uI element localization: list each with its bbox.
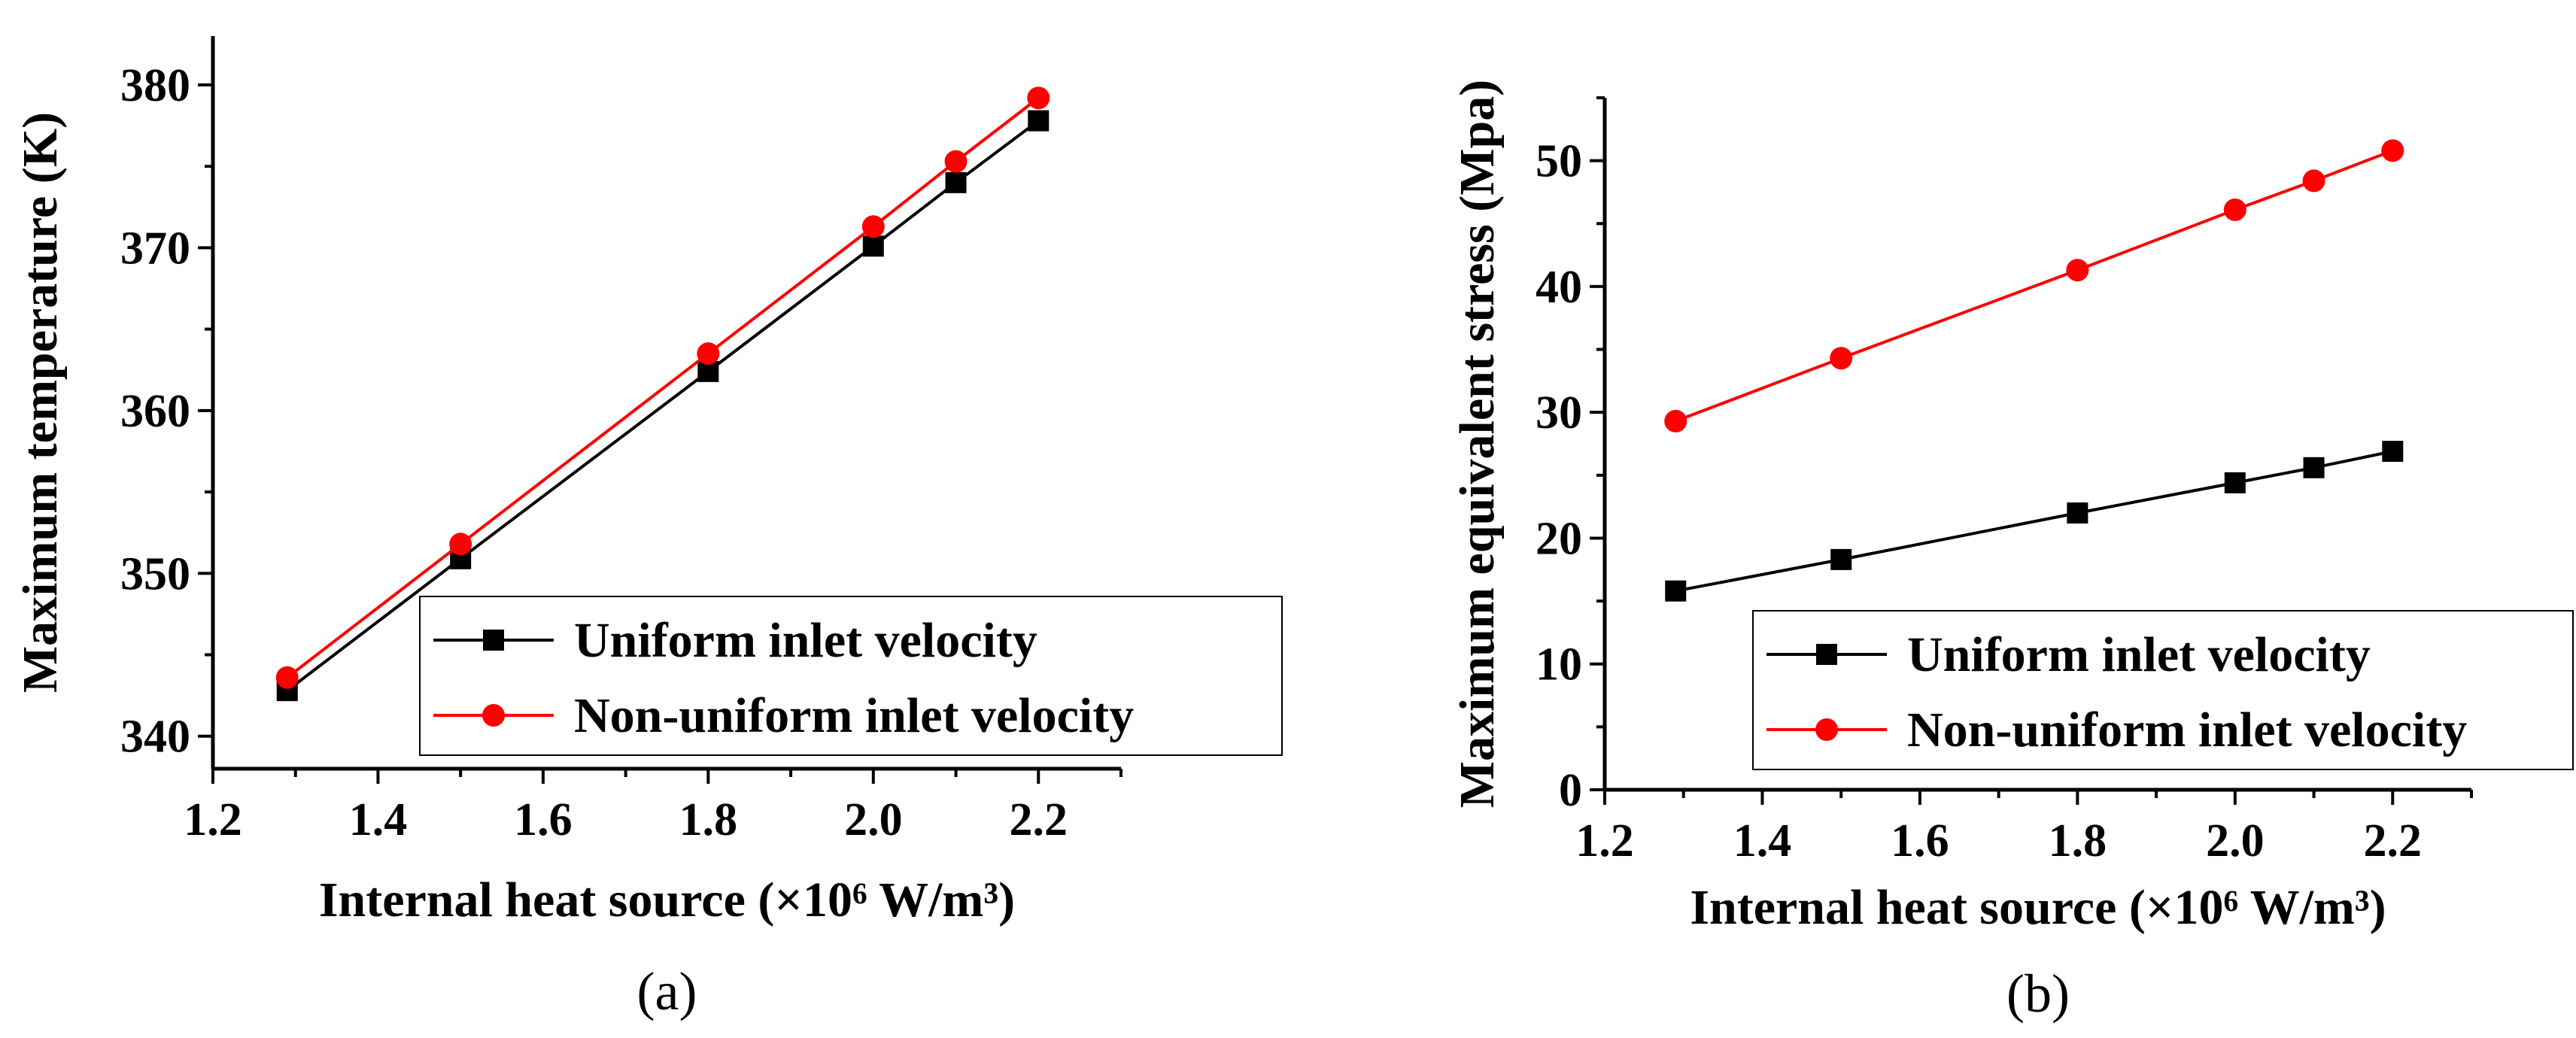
data-point-circle	[2381, 139, 2404, 162]
legend: Uniform inlet velocity Non-uniform inlet …	[419, 596, 1283, 756]
chart-panel-2: 1.2 1.4 1.6 1.8 2.0 2.2 0 10 20 30 40 50 Internal he…	[1450, 80, 2574, 1024]
panel-label: (b)	[2006, 964, 2070, 1024]
legend-box	[419, 596, 1283, 756]
legend-marker-square	[483, 630, 504, 651]
data-point-circle	[1830, 347, 1853, 370]
legend-label: Non-uniform inlet velocity	[574, 688, 1134, 743]
x-tick-label: 2.0	[2206, 815, 2265, 867]
y-tick-label: 370	[120, 223, 190, 274]
data-point-circle	[697, 342, 720, 366]
legend: Uniform inlet velocity Non-uniform inlet …	[1752, 610, 2574, 770]
x-tick-label: 1.2	[184, 794, 242, 845]
y-axis-title: Maximum temperature (K)	[13, 112, 68, 693]
legend-marker-circle	[1815, 718, 1838, 741]
data-point-circle	[1027, 86, 1050, 110]
data-point-circle	[2302, 169, 2325, 193]
y-tick-label: 20	[1536, 513, 1582, 564]
y-tick-label: 40	[1536, 262, 1582, 313]
y-tick-label: 360	[120, 386, 190, 437]
x-tick-label: 2.0	[844, 794, 903, 845]
legend-marker-square	[1816, 644, 1837, 665]
data-point-circle	[449, 533, 472, 556]
data-point-square	[2224, 472, 2246, 493]
y-tick-label: 340	[120, 712, 190, 763]
legend-label: Non-uniform inlet velocity	[1907, 703, 2467, 757]
data-point-square	[2303, 457, 2325, 478]
legend-label: Uniform inlet velocity	[574, 613, 1037, 668]
data-point-square	[2382, 441, 2404, 463]
y-tick-label: 380	[120, 60, 190, 111]
data-point-circle	[1664, 409, 1687, 432]
legend-box	[1752, 610, 2574, 770]
y-axis-title: Maximum equivalent stress (Mpa)	[1450, 80, 1505, 809]
y-tick-label: 30	[1536, 387, 1582, 439]
y-tick-label: 0	[1559, 765, 1582, 816]
x-tick-label: 1.8	[2049, 815, 2107, 867]
x-tick-label: 1.4	[1733, 815, 1792, 867]
data-point-circle	[275, 666, 299, 689]
series-line-2	[1675, 149, 2393, 423]
x-tick-label: 1.2	[1575, 815, 1634, 867]
x-axis-title: Internal heat source (×10⁶ W/m³)	[319, 873, 1015, 927]
y-tick-label: 10	[1536, 639, 1582, 690]
data-point-circle	[2223, 198, 2246, 221]
data-point-square	[945, 171, 967, 193]
series-line-2	[286, 96, 1040, 679]
data-point-circle	[944, 150, 968, 173]
chart-panel-1: 1.2 1.4 1.6 1.8 2.0 2.2 340 350 360 370 380 Interna…	[13, 36, 1283, 1021]
data-point-circle	[861, 215, 885, 238]
legend-marker-circle	[482, 704, 505, 727]
x-tick-label: 1.6	[514, 794, 573, 845]
series-line-1	[286, 119, 1040, 692]
x-tick-label: 2.2	[1010, 794, 1068, 845]
data-point-square	[862, 235, 884, 257]
data-point-square	[1028, 110, 1050, 132]
y-tick-label: 50	[1536, 136, 1582, 187]
x-tick-label: 2.2	[2364, 815, 2423, 867]
data-point-circle	[2066, 259, 2089, 282]
series-line-1	[1675, 450, 2393, 593]
panel-label: (a)	[637, 961, 697, 1021]
x-tick-label: 1.4	[349, 794, 408, 845]
x-axis-title: Internal heat source (×10⁶ W/m³)	[1690, 880, 2386, 935]
legend-label: Uniform inlet velocity	[1907, 627, 2371, 682]
y-tick-label: 350	[120, 548, 190, 599]
x-tick-label: 1.8	[679, 794, 738, 845]
data-point-square	[2067, 502, 2088, 524]
data-point-square	[1665, 580, 1687, 602]
x-tick-label: 1.6	[1891, 815, 1949, 867]
data-point-square	[1830, 548, 1852, 570]
